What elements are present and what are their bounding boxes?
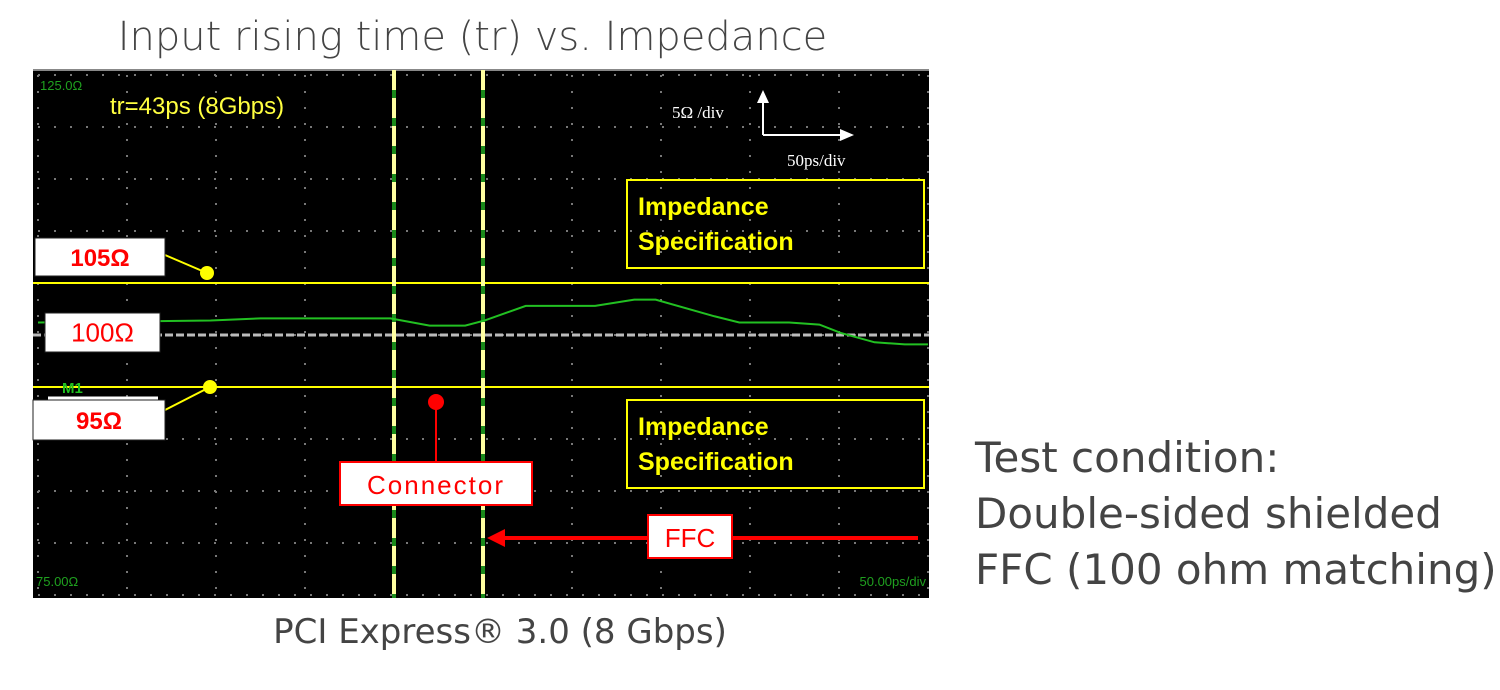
marker-dot [200,266,214,280]
chart-title: Input rising time (tr) vs. Impedance [117,14,828,60]
spec-label: Specification [638,228,794,256]
ffc-label: FFC [665,523,716,553]
value-label: 105Ω [70,245,129,272]
subtitle-text: PCI Express® 3.0 (8 Gbps) [273,612,727,652]
value-label: 95Ω [76,408,122,435]
h-scale-label: 50ps/div [787,151,846,170]
connector-label: Connector [367,470,505,500]
test-condition-line: FFC (100 ohm matching) [975,545,1497,594]
test-condition-line: Double-sided shielded [975,489,1442,538]
impedance-trace [37,298,928,346]
v-scale-label: 5Ω /div [672,103,724,122]
marker-label: M1 [62,380,83,397]
ffc-label-box [647,514,733,559]
connector-dot [428,394,444,410]
callout-leader [164,254,208,274]
scale-top-label: 125.0Ω [40,78,83,93]
spec-box-upper [626,179,925,269]
value-label-box [34,237,166,277]
spec-label: Specification [638,448,794,476]
test-condition: Test condition: Double-sided shielded FF… [975,430,1497,598]
arrow-up-icon [757,90,769,103]
timebase-label: 50.00ps/div [860,574,927,589]
arrow-right-icon [840,129,854,141]
chart-subtitle: PCI Express® 3.0 (8 Gbps) [0,612,1000,652]
test-condition-line: Test condition: [975,433,1280,482]
rise-time-annotation: tr=43ps (8Gbps) [110,93,284,120]
value-label-box [44,312,161,353]
spec-box-lower [626,399,925,489]
value-label-box [32,399,166,441]
connector-label-box [339,461,533,506]
spec-label: Impedance [638,413,769,441]
scale-bottom-label: 75.00Ω [36,574,79,589]
spec-label: Impedance [638,193,769,221]
arrow-left-icon [487,529,505,547]
scope-chart: 125.0Ω 75.00Ω 50.00ps/div tr=43ps (8Gbps) 5Ω… [32,69,929,598]
callout-leader [164,386,211,411]
value-label: 100Ω [71,318,134,348]
marker-dot [203,380,217,394]
